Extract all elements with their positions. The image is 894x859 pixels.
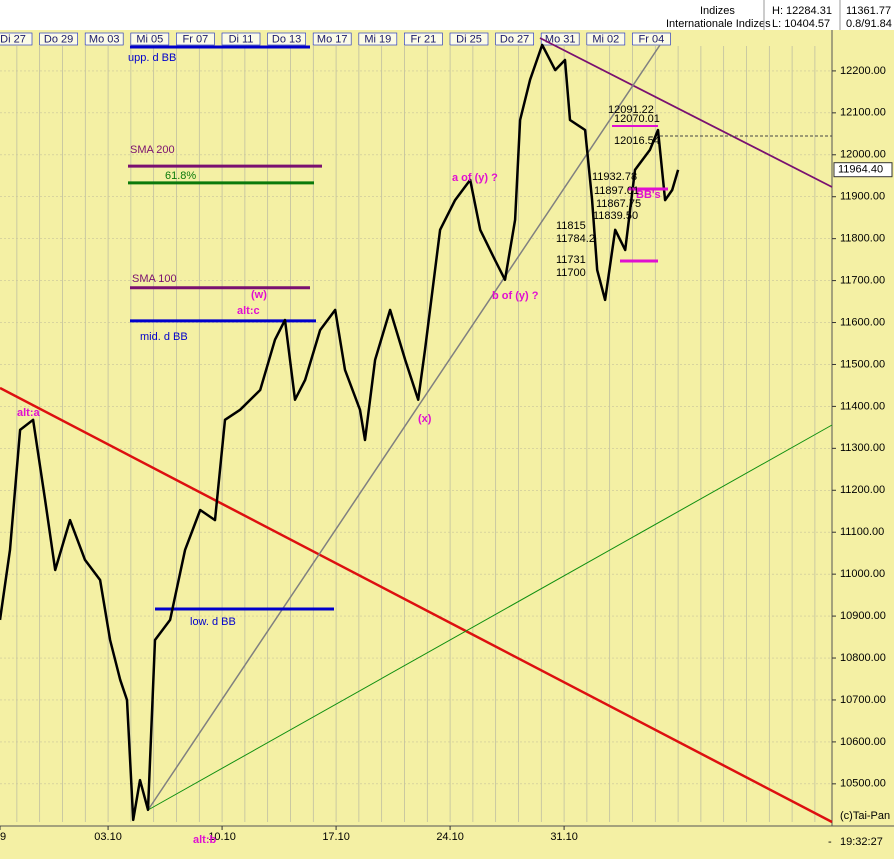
y-tick-label: 10700.00 [840, 694, 886, 706]
trend-line [147, 44, 661, 811]
y-tick-label: 11900.00 [840, 191, 885, 203]
date-label: Di 27 [0, 33, 26, 45]
trend-line [147, 424, 833, 811]
date-box [404, 32, 443, 46]
date-box [176, 32, 215, 46]
date-box [267, 32, 306, 46]
date-box [632, 32, 671, 46]
y-tick-label: 11800.00 [840, 233, 885, 245]
wave-label: a of (y) ? [452, 172, 498, 184]
price-label: 12016.54 [614, 135, 660, 147]
x-tick-label: 03.10 [94, 831, 122, 843]
y-tick-label: 11200.00 [840, 484, 885, 496]
y-tick-label: 12200.00 [840, 65, 886, 77]
price-label: 12091.22 [608, 104, 654, 116]
date-box [130, 32, 170, 46]
price-label: 12070.01 [614, 113, 660, 125]
y-tick-label: 11600.00 [840, 316, 885, 328]
date-box [221, 32, 261, 46]
footer-text: 19:32:27 [840, 836, 883, 848]
wave-label: alt:a [17, 407, 41, 419]
y-tick-label: 10600.00 [840, 736, 886, 748]
header-text: 0.8/91.84 [846, 18, 892, 30]
date-label: Fr 07 [183, 33, 209, 45]
y-tick-label: 11700.00 [840, 274, 885, 286]
date-label: Mo 17 [317, 33, 348, 45]
date-label: Fr 04 [639, 33, 665, 45]
level-label: upp. d BB [128, 52, 176, 64]
wave-label: alt:c [237, 305, 260, 317]
date-box [358, 32, 398, 46]
price-label: 11867.75 [596, 198, 641, 210]
y-tick-label: 10900.00 [840, 610, 886, 622]
header-text: H: 12284.31 [772, 5, 832, 17]
date-box [495, 32, 534, 46]
date-label: Di 11 [229, 33, 254, 45]
x-tick-label: 10.10 [208, 831, 236, 843]
y-tick-label: 11400.00 [840, 400, 885, 412]
price-line [0, 43, 680, 822]
date-box [84, 32, 124, 46]
date-label: Di 25 [456, 33, 482, 45]
x-tick-label: 31.10 [550, 831, 578, 843]
y-tick-label: 11300.00 [840, 442, 885, 454]
wave-label: (x) [418, 413, 432, 425]
x-tick-label: 17.10 [322, 831, 350, 843]
date-label: Mi 02 [592, 33, 619, 45]
date-box [39, 32, 78, 46]
header-bar [0, 0, 894, 30]
wave-label: BB's [636, 189, 661, 201]
header-text: Internationale Indizes [666, 18, 771, 30]
footer-text: - [828, 836, 832, 848]
date-box [0, 32, 33, 46]
y-tick-label: 12100.00 [840, 107, 886, 119]
trend-line [539, 37, 833, 188]
level-label: SMA 100 [132, 273, 177, 285]
y-tick-label: 10500.00 [840, 778, 886, 790]
x-tick-label: 9 [0, 831, 6, 843]
trend-line [0, 386, 833, 824]
level-label: SMA 200 [130, 144, 175, 156]
y-tick-label: 11500.00 [840, 358, 885, 370]
date-label: Do 27 [500, 33, 529, 45]
last-price-label: 11964.40 [838, 164, 883, 176]
header-text: L: 10404.57 [772, 18, 830, 30]
date-label: Mi 19 [364, 33, 391, 45]
date-label: Mo 31 [545, 33, 576, 45]
wave-label: b of (y) ? [492, 290, 539, 302]
y-tick-label: 11000.00 [840, 568, 885, 580]
price-label: 11932.78 [592, 171, 637, 183]
price-label: 11839.50 [593, 210, 638, 222]
price-label: 11731 [556, 254, 586, 266]
date-label: Mo 03 [89, 33, 120, 45]
price-label: 11897.01 [594, 185, 639, 197]
header-text: 11361.77 [846, 5, 891, 17]
wave-label: alt:b [193, 834, 217, 846]
date-label: Fr 21 [411, 33, 437, 45]
x-tick-label: 24.10 [436, 831, 464, 843]
y-tick-label: 10800.00 [840, 652, 886, 664]
date-label: Do 13 [272, 33, 301, 45]
date-box [312, 32, 352, 46]
price-label: 11815 [556, 220, 586, 232]
price-label: 11700 [556, 267, 586, 279]
y-tick-label: 12000.00 [840, 149, 886, 161]
header-text: Indizes [700, 5, 735, 17]
date-label: Mi 05 [136, 33, 163, 45]
footer-text: (c)Tai-Pan [840, 810, 890, 822]
y-tick-label: 11100.00 [840, 526, 884, 538]
date-box [586, 32, 626, 46]
date-label: Do 29 [44, 33, 73, 45]
price-label: 11784.2 [556, 233, 595, 245]
level-label: low. d BB [190, 616, 236, 628]
level-label: mid. d BB [140, 331, 188, 343]
last-price-box [833, 162, 893, 178]
date-box [449, 32, 489, 46]
wave-label: (w) [251, 289, 267, 301]
level-label: 61.8% [165, 170, 196, 182]
